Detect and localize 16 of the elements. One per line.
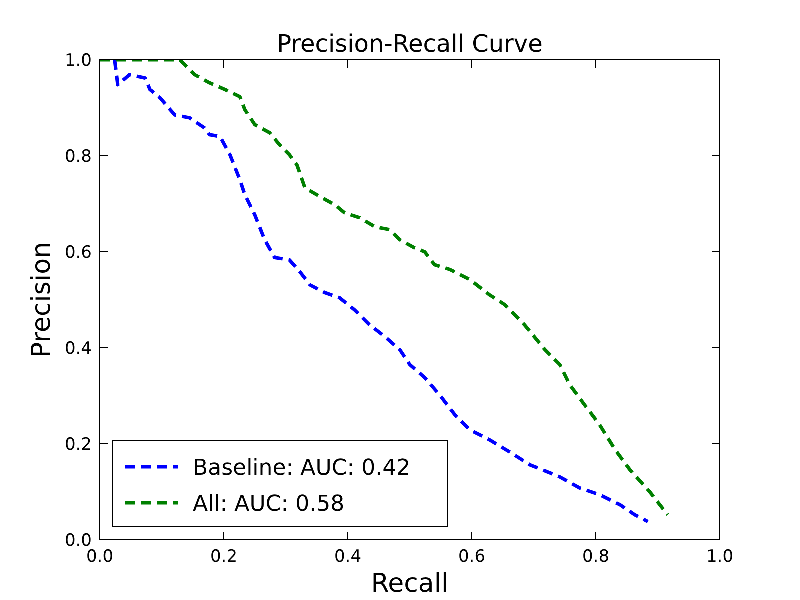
x-axis-title: Recall: [371, 569, 449, 599]
x-tick-label: 0.6: [458, 547, 486, 567]
legend-label: Baseline: AUC: 0.42: [193, 456, 411, 481]
legend-label: All: AUC: 0.58: [193, 492, 345, 517]
y-tick-label: 0.8: [64, 147, 92, 167]
x-tick-label: 0.8: [582, 547, 610, 567]
x-tick-label: 0.0: [86, 547, 114, 567]
y-tick-label: 0.6: [64, 243, 92, 263]
y-tick-label: 0.2: [64, 435, 92, 455]
y-axis-title: Precision: [27, 242, 57, 358]
y-tick-label: 1.0: [64, 51, 92, 71]
y-tick-label: 0.4: [64, 339, 92, 359]
x-tick-label: 0.2: [210, 547, 238, 567]
x-tick-label: 1.0: [706, 547, 734, 567]
x-tick-label: 0.4: [334, 547, 362, 567]
chart-title: Precision-Recall Curve: [277, 30, 543, 58]
